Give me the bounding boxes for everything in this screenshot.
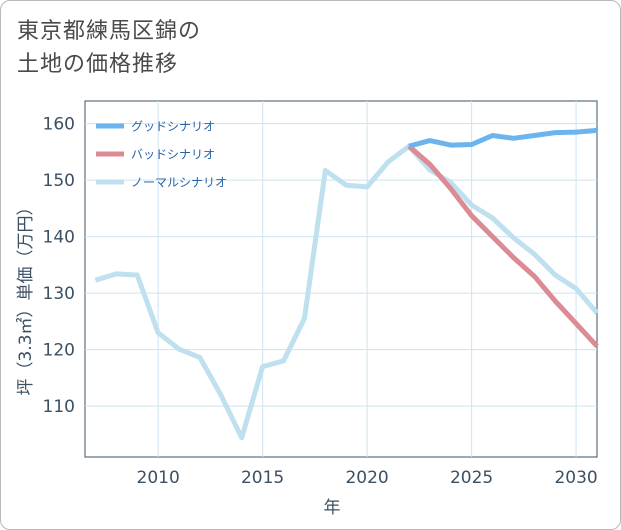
- y-axis-ticks: 110 120 130 140 150 160: [43, 115, 75, 418]
- title-line-2: 土地の価格推移: [17, 52, 179, 77]
- chart-title: 東京都練馬区錦の 土地の価格推移: [17, 15, 201, 81]
- series-line-good: [408, 127, 598, 149]
- x-axis-ticks: 2010 2015 2020 2025 2030: [137, 468, 598, 488]
- x-tick-label: 2015: [241, 468, 284, 488]
- y-tick-label: 160: [43, 115, 75, 135]
- y-axis-title: 坪（3.3㎡）単価（万円）: [16, 198, 36, 395]
- y-tick-label: 140: [43, 228, 75, 248]
- x-tick-label: 2020: [345, 468, 388, 488]
- legend-label: ノーマルシナリオ: [131, 176, 227, 190]
- legend-label: バッドシナリオ: [131, 148, 215, 162]
- y-tick-label: 110: [43, 397, 75, 417]
- x-axis-title: 年: [324, 498, 341, 518]
- x-tick-label: 2010: [137, 468, 180, 488]
- plot-area: [84, 100, 598, 458]
- series-lines: [94, 127, 599, 441]
- series-line-normal: [94, 143, 599, 441]
- y-tick-label: 120: [43, 341, 75, 361]
- y-tick-label: 130: [43, 284, 75, 304]
- x-tick-label: 2025: [450, 468, 493, 488]
- title-line-1: 東京都練馬区錦の: [17, 19, 202, 44]
- x-tick-label: 2030: [554, 468, 597, 488]
- legend-label: グッドシナリオ: [131, 120, 215, 134]
- grid-lines: [85, 101, 597, 457]
- series-line-bad: [407, 144, 599, 348]
- y-tick-label: 150: [43, 171, 75, 191]
